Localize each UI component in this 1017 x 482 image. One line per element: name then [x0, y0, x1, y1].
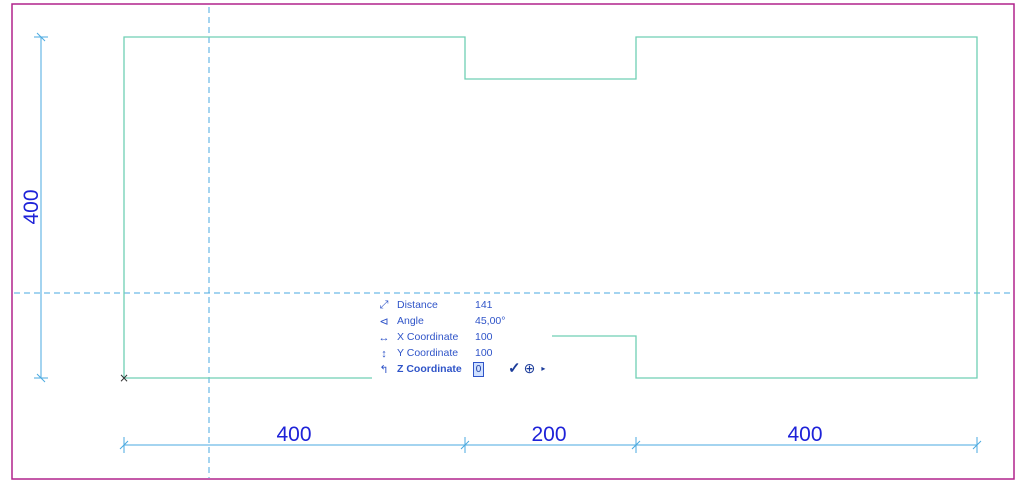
horizontal-dimension-right-text: 400 [787, 423, 822, 446]
distance-icon: ⤢ [379, 299, 389, 311]
tracker-label-distance: Distance [397, 299, 438, 311]
angle-value[interactable]: 45,00° [475, 315, 506, 327]
coordinate-tracker[interactable]: ⤢ Distance 141 ⊲ Angle 45,00° ↔ X Coordi… [372, 296, 552, 380]
more-options-icon[interactable]: ▸ [541, 363, 546, 373]
x-coordinate-icon: ↔ [378, 331, 390, 344]
tracker-label-x-coordinate: X Coordinate [397, 331, 459, 343]
tracker-label-z-coordinate: Z Coordinate [397, 363, 462, 375]
tracker-label-angle: Angle [397, 315, 424, 327]
horizontal-dimension-middle-text: 200 [531, 423, 566, 446]
reference-point-icon[interactable]: ⊕ [523, 359, 536, 376]
tracker-row-x-coordinate[interactable]: ↔ X Coordinate 100 [372, 330, 552, 345]
y-coordinate-value[interactable]: 100 [475, 347, 493, 359]
distance-value[interactable]: 141 [475, 299, 493, 311]
tracker-row-distance[interactable]: ⤢ Distance 141 [372, 298, 552, 313]
tracker-row-y-coordinate[interactable]: ↕ Y Coordinate 100 [372, 346, 552, 361]
tracker-actions: ✓ ⊕ ▸ [508, 359, 546, 378]
vertical-dimension [34, 32, 48, 383]
y-coordinate-icon: ↕ [381, 347, 387, 360]
vertical-dimension-text: 400 [20, 189, 43, 224]
tracker-row-angle[interactable]: ⊲ Angle 45,00° [372, 314, 552, 329]
horizontal-dimension-chain [119, 437, 982, 453]
tracker-label-y-coordinate: Y Coordinate [397, 347, 459, 359]
start-point-marker: × [119, 371, 129, 385]
confirm-icon[interactable]: ✓ [508, 360, 521, 377]
x-coordinate-value[interactable]: 100 [475, 331, 493, 343]
drawing-frame [11, 3, 1015, 480]
tracker-row-z-coordinate[interactable]: ↰ Z Coordinate 0 [372, 362, 552, 377]
z-coordinate-input[interactable]: 0 [473, 362, 484, 377]
horizontal-dimension-left-text: 400 [276, 423, 311, 446]
angle-icon: ⊲ [379, 316, 389, 328]
z-coordinate-icon: ↰ [379, 364, 389, 376]
